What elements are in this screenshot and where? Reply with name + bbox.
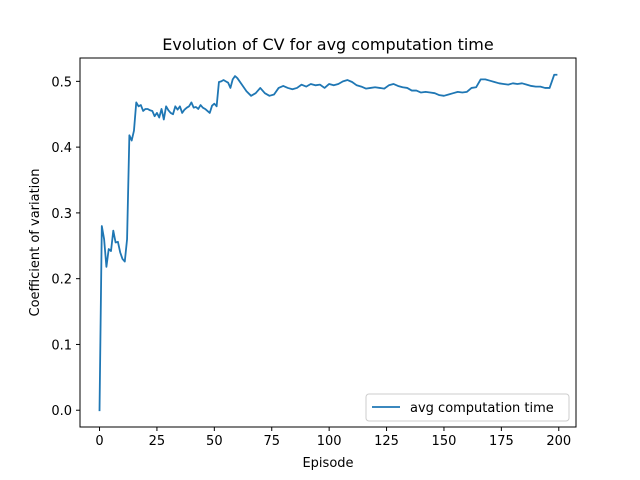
chart-title: Evolution of CV for avg computation time <box>162 35 493 54</box>
plot-frame <box>79 57 577 428</box>
x-axis-label: Episode <box>302 456 353 471</box>
y-tick-label: 0.3 <box>51 207 72 222</box>
y-tick-label: 0.1 <box>51 338 72 353</box>
x-tick-label: 200 <box>546 434 571 449</box>
x-tick-label: 25 <box>149 434 166 449</box>
x-tick-label: 0 <box>95 434 103 449</box>
y-tick-label: 0.4 <box>51 141 72 156</box>
legend-box <box>365 393 570 422</box>
y-tick-label: 0.2 <box>51 273 72 288</box>
legend: avg computation time <box>365 393 570 422</box>
x-tick-label: 100 <box>317 434 342 449</box>
x-tick-label: 50 <box>206 434 223 449</box>
plot-area <box>80 58 576 427</box>
x-tick-label: 75 <box>263 434 280 449</box>
y-axis-label: Coefficient of variation <box>28 169 43 317</box>
x-tick-label: 125 <box>374 434 399 449</box>
axis-ticks: 0 25 50 75 100 125 150 175 200 0.0 0.1 0.2 0.3 0.4 0.5 <box>51 75 571 449</box>
x-tick-label: 175 <box>489 434 514 449</box>
y-tick-label: 0.0 <box>51 404 72 419</box>
y-tick-label: 0.5 <box>51 75 72 90</box>
x-tick-label: 150 <box>432 434 457 449</box>
series-layer <box>98 73 558 412</box>
legend-entry-avg-computation-time: avg computation time <box>410 401 554 416</box>
series-line-avg-computation-time <box>98 73 558 412</box>
